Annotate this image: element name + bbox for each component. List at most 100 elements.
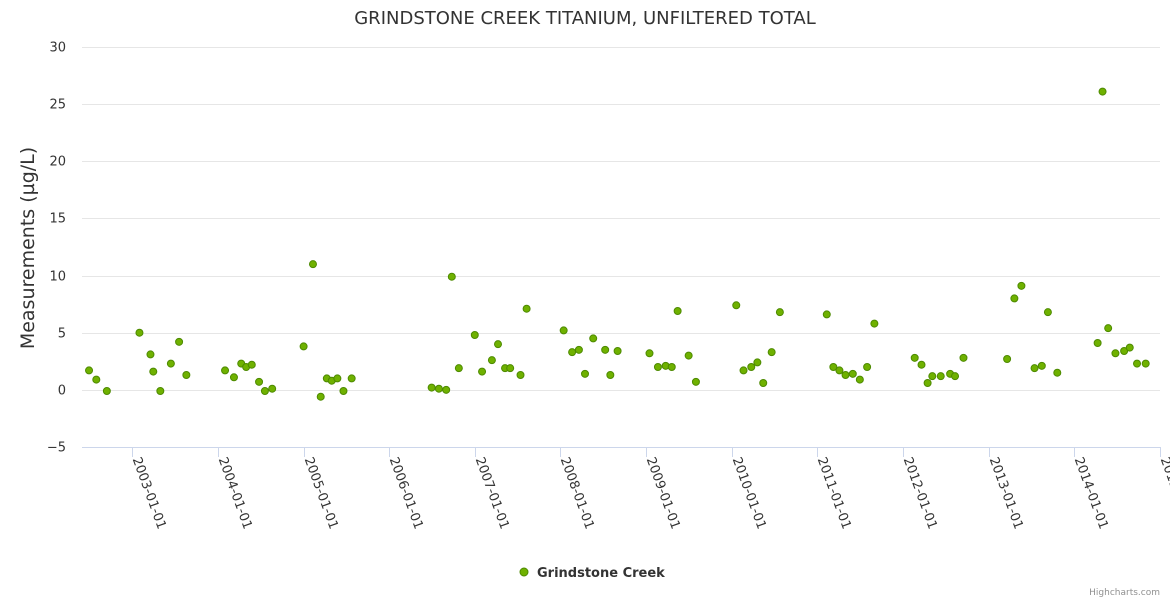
- data-point: [229, 373, 238, 382]
- data-point: [1098, 87, 1107, 96]
- data-point: [848, 369, 857, 378]
- data-point: [601, 345, 610, 354]
- data-point: [102, 387, 111, 395]
- data-point: [759, 379, 768, 387]
- data-point: [863, 363, 872, 371]
- credits-link[interactable]: Highcharts.com: [1089, 588, 1160, 598]
- x-tick-label: 2007-01-01: [472, 455, 512, 531]
- x-tick-label: 2010-01-01: [729, 455, 769, 531]
- data-point: [447, 272, 456, 281]
- data-point: [923, 379, 932, 387]
- y-tick-label: 15: [49, 212, 66, 227]
- y-axis-ticks: 30 25 20 15 10 5 0 −5: [47, 41, 66, 456]
- y-tick-label: 0: [58, 384, 66, 399]
- data-point: [691, 377, 700, 386]
- data-point: [1043, 308, 1052, 317]
- data-point: [653, 363, 662, 371]
- data-point: [1017, 281, 1026, 290]
- data-point: [487, 356, 496, 365]
- x-tick-label: 2004-01-01: [215, 455, 255, 531]
- data-points: [85, 87, 1150, 401]
- legend-item-grindstone-creek[interactable]: Grindstone Creek: [519, 566, 665, 581]
- data-point: [221, 366, 230, 375]
- data-point: [494, 340, 503, 349]
- data-point: [822, 310, 831, 319]
- data-point: [347, 374, 356, 383]
- data-point: [589, 334, 598, 343]
- y-tick-label: −5: [47, 441, 66, 456]
- data-point: [959, 353, 968, 362]
- y-tick-label: 25: [49, 98, 66, 113]
- data-point: [247, 360, 256, 369]
- data-point: [92, 375, 101, 384]
- data-point: [156, 387, 165, 395]
- data-point: [753, 358, 762, 367]
- y-tick-label: 20: [49, 155, 66, 170]
- x-tick-label: 2012-01-01: [900, 455, 940, 531]
- data-point: [308, 260, 317, 269]
- data-point: [684, 351, 693, 360]
- legend-marker-icon: [519, 567, 529, 577]
- data-point: [506, 364, 515, 373]
- data-point: [1037, 361, 1046, 370]
- data-point: [1120, 347, 1129, 355]
- data-point: [767, 348, 776, 357]
- data-point: [454, 364, 463, 373]
- data-point: [1053, 368, 1062, 377]
- y-tick-label: 10: [49, 270, 66, 285]
- data-point: [434, 384, 443, 393]
- data-point: [870, 319, 879, 328]
- grid-lines: [82, 47, 1160, 448]
- x-tick-label: 2006-01-01: [386, 455, 426, 531]
- data-point: [1030, 364, 1039, 373]
- data-point: [260, 387, 269, 395]
- data-point: [516, 371, 525, 379]
- x-tick-label: 2003-01-01: [129, 455, 169, 531]
- data-point: [522, 304, 531, 313]
- x-tick-label: 2008-01-01: [557, 455, 597, 531]
- data-point: [775, 308, 784, 317]
- data-point: [268, 384, 277, 393]
- data-point: [829, 363, 838, 371]
- data-point: [673, 307, 682, 315]
- data-point: [1010, 294, 1019, 303]
- y-tick-label: 30: [49, 41, 66, 56]
- data-point: [1104, 324, 1113, 333]
- data-point: [928, 372, 937, 381]
- data-point: [951, 372, 960, 381]
- data-point: [667, 363, 676, 371]
- data-point: [1111, 349, 1120, 358]
- data-point: [1093, 339, 1102, 347]
- data-point: [559, 326, 568, 335]
- data-point: [478, 367, 487, 376]
- chart-title: GRINDSTONE CREEK TITANIUM, UNFILTERED TO…: [354, 8, 816, 29]
- data-point: [613, 347, 622, 355]
- data-point: [835, 366, 844, 375]
- y-axis-label: Measurements (µg/L): [17, 147, 39, 349]
- data-point: [841, 371, 850, 379]
- data-point: [316, 392, 325, 401]
- data-point: [182, 371, 191, 379]
- data-point: [732, 301, 741, 310]
- x-tick-label: 2013-01-01: [986, 455, 1026, 531]
- legend-label: Grindstone Creek: [537, 566, 665, 581]
- data-point: [855, 375, 864, 384]
- data-point: [645, 349, 654, 358]
- x-axis-ticks: 2003-01-01 2004-01-01 2005-01-01 2006-01-01…: [129, 447, 1170, 531]
- data-point: [1133, 359, 1142, 368]
- data-point: [747, 363, 756, 371]
- data-point: [917, 360, 926, 369]
- data-point: [470, 331, 479, 339]
- data-point: [1141, 359, 1150, 368]
- data-point: [1003, 355, 1012, 363]
- data-point: [166, 359, 175, 368]
- data-point: [581, 369, 590, 378]
- data-point: [255, 377, 264, 386]
- data-point: [146, 350, 155, 359]
- data-point: [135, 328, 144, 337]
- data-point: [149, 367, 158, 376]
- data-point: [568, 348, 577, 357]
- data-point: [175, 337, 184, 346]
- data-point: [299, 342, 308, 351]
